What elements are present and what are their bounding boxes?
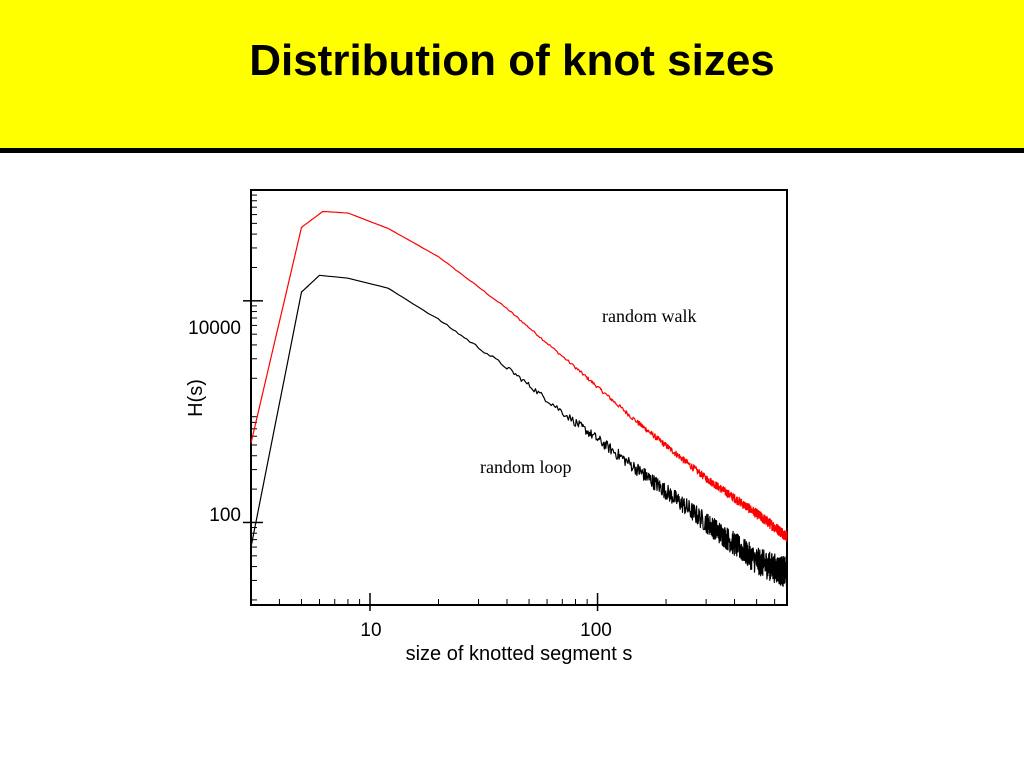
x-axis-label: size of knotted segment s	[406, 643, 633, 665]
series-random-walk	[250, 210, 788, 542]
series-random-loop	[250, 274, 788, 587]
title-band	[0, 0, 1024, 148]
annotation-random-loop: random loop	[480, 457, 572, 477]
title-divider	[0, 148, 1024, 153]
slide-title: Distribution of knot sizes	[249, 36, 775, 85]
annotation-random-walk: random walk	[602, 306, 696, 326]
y-tick-label: 100	[209, 505, 241, 526]
x-tick-label: 10	[360, 620, 381, 641]
major-ticks	[243, 300, 599, 611]
y-tick-label: 10000	[188, 318, 241, 339]
series-layer	[250, 210, 788, 587]
x-tick-label: 100	[580, 620, 612, 641]
plot-frame	[250, 189, 788, 606]
minor-ticks	[251, 194, 776, 605]
y-axis-label: H(s)	[185, 379, 207, 417]
